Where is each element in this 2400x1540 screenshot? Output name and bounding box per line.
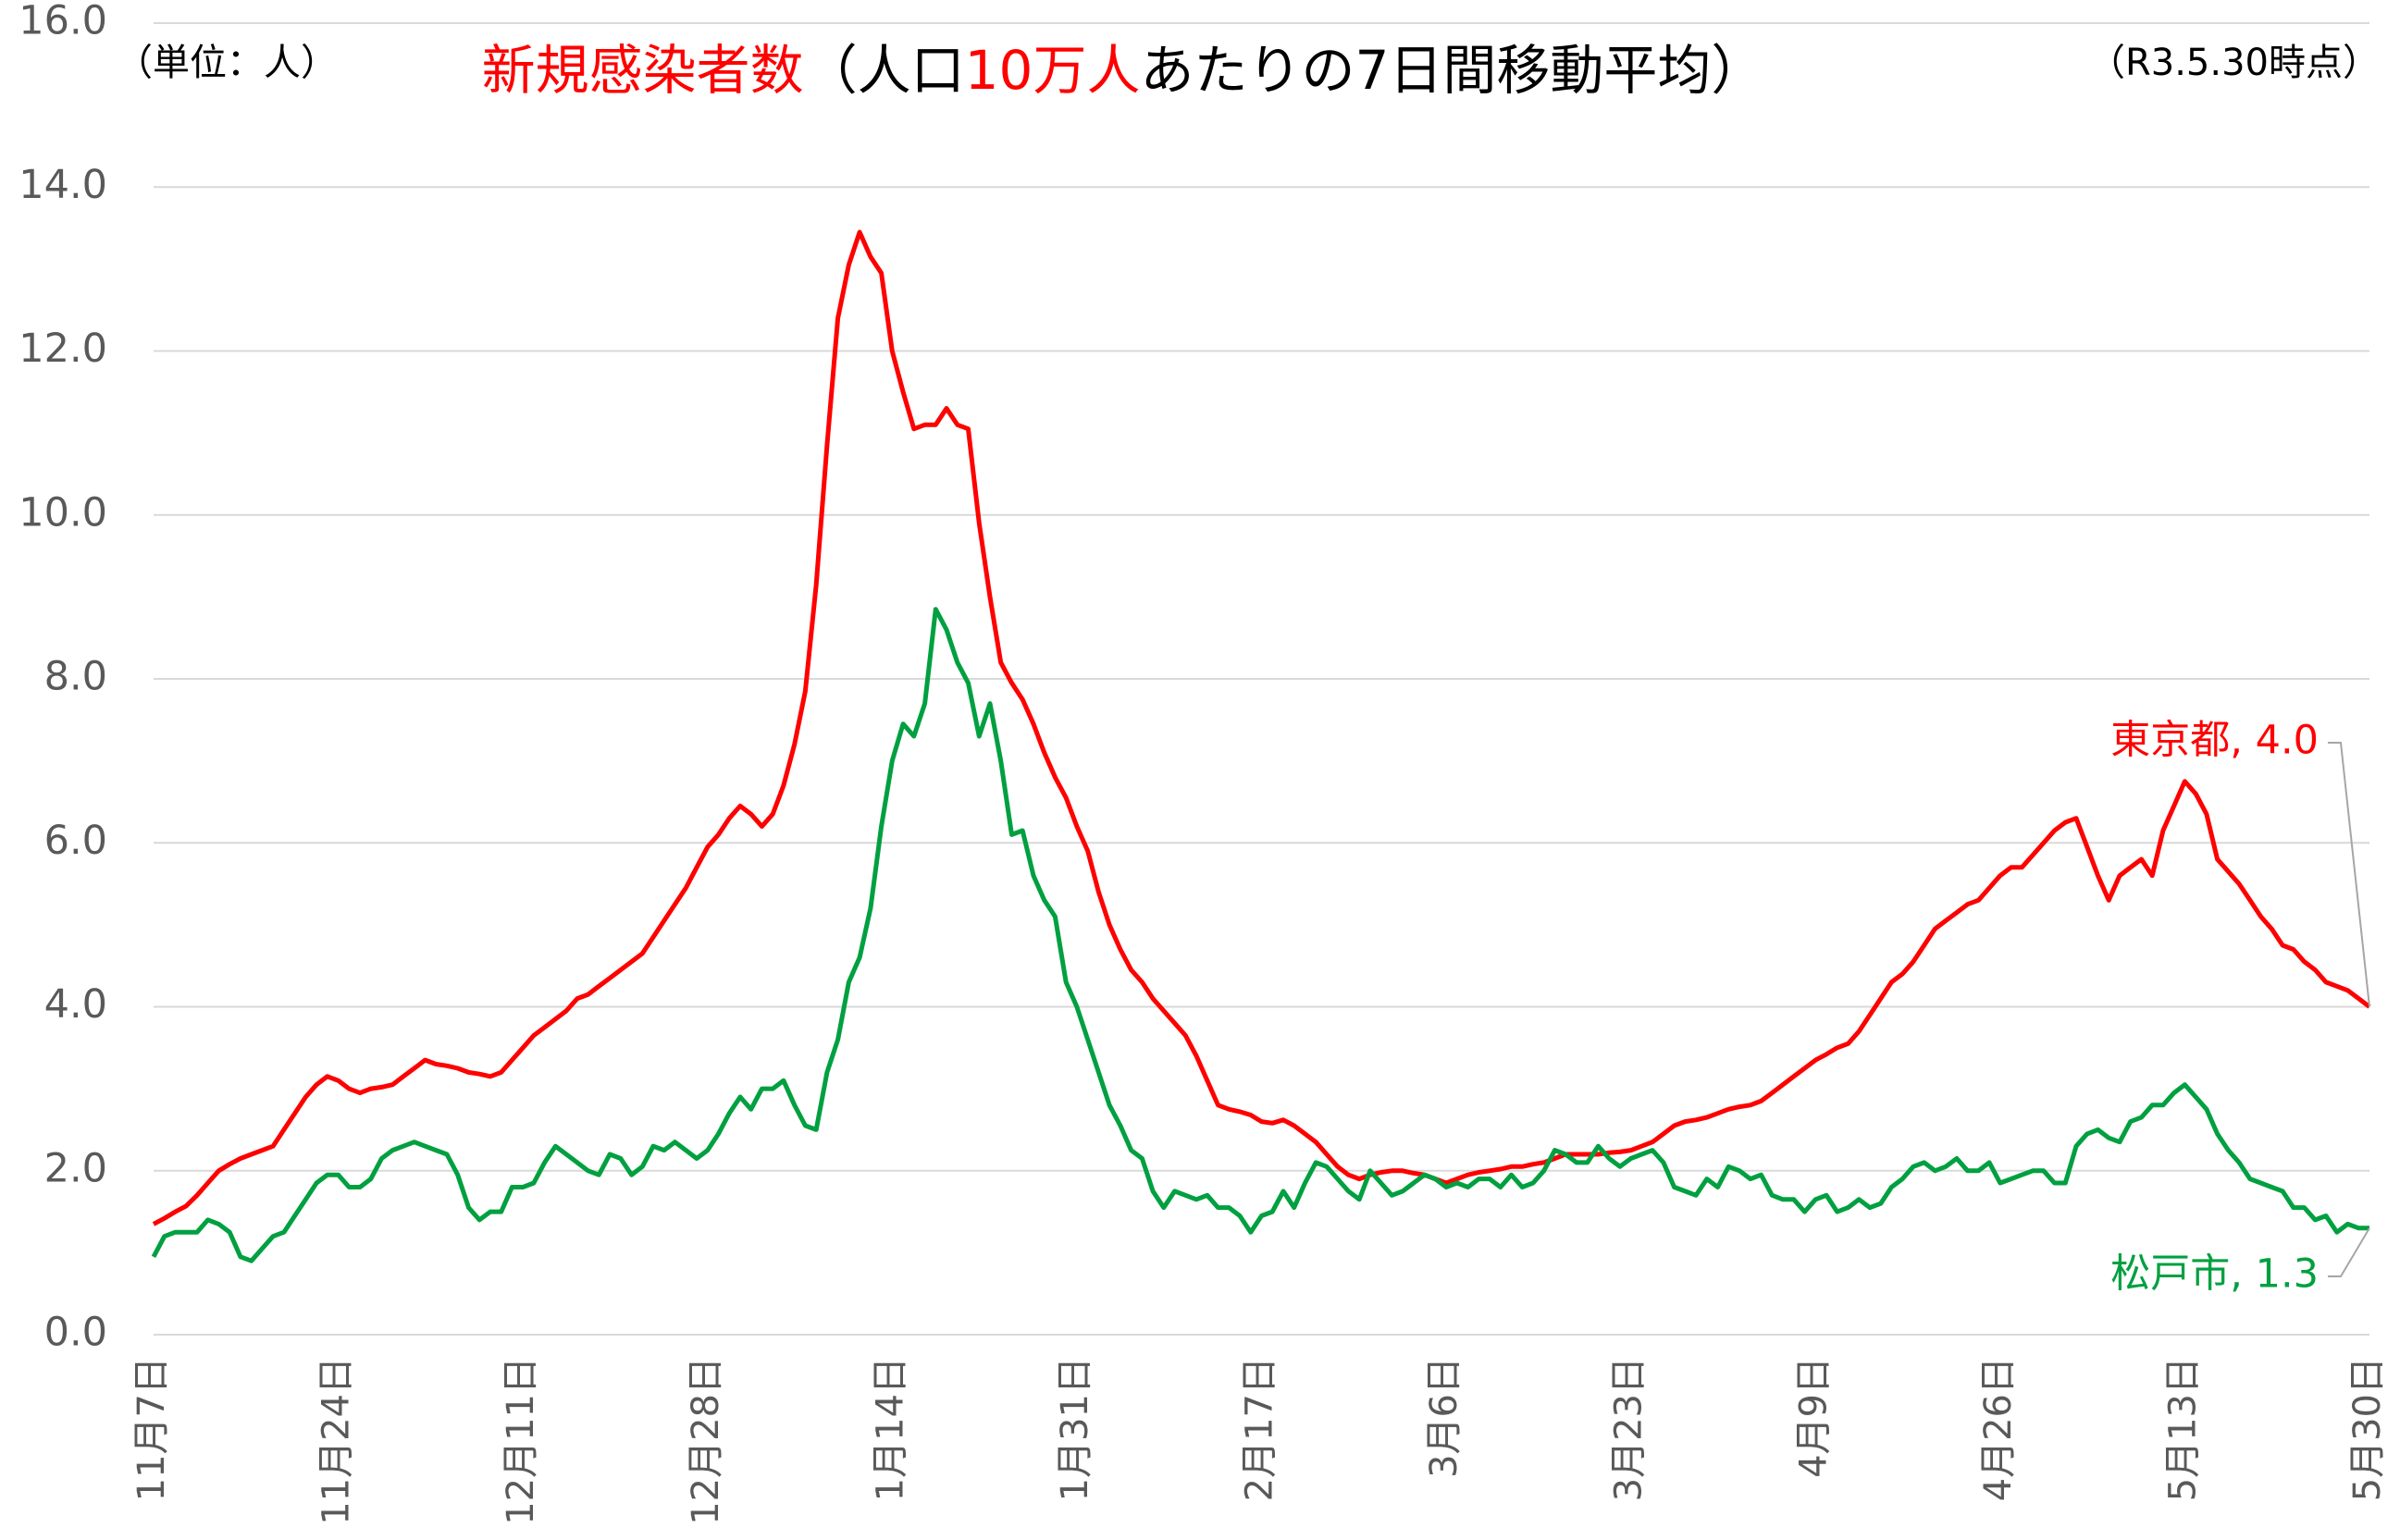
x-tick-label: 3月6日: [1423, 1357, 1466, 1478]
end-label: 東京都, 4.0: [2110, 718, 2319, 764]
y-tick-label: 4.0: [44, 981, 107, 1028]
x-tick-label: 4月9日: [1792, 1357, 1835, 1478]
y-tick-label: 14.0: [19, 162, 107, 208]
series-line: [152, 229, 2371, 1226]
x-tick-label: 2月17日: [1239, 1357, 1281, 1501]
title-segment: （人口: [804, 39, 965, 102]
leader-line: [2328, 742, 2370, 1007]
x-tick-label: 3月23日: [1608, 1357, 1651, 1501]
y-tick-label: 0.0: [44, 1310, 107, 1356]
y-tick-label: 8.0: [44, 654, 107, 700]
chart-title: 新規感染者数（人口10万人あたりの7日間移動平均）: [482, 39, 1765, 102]
x-tick-label: 1月14日: [869, 1357, 911, 1501]
leader-line: [2328, 1227, 2370, 1277]
title-segment: 10万人: [965, 39, 1141, 102]
y-tick-label: 12.0: [19, 326, 107, 372]
x-tick-label: 5月30日: [2346, 1357, 2389, 1501]
as-of-label: （R3.5.30時点）: [2088, 42, 2380, 84]
x-tick-label: 1月31日: [1054, 1357, 1096, 1501]
series-line: [151, 607, 2369, 1263]
x-tick-label: 4月26日: [1977, 1357, 2020, 1501]
y-tick-label: 10.0: [19, 489, 107, 536]
x-tick-label: 12月11日: [500, 1357, 542, 1525]
x-tick-label: 11月24日: [315, 1357, 358, 1525]
title-segment: 新規感染者数: [482, 39, 804, 102]
x-tick-label: 11月7日: [130, 1357, 173, 1501]
unit-label: （単位：人）: [116, 42, 338, 84]
x-tick-label: 5月13日: [2161, 1357, 2204, 1501]
x-tick-label: 12月28日: [685, 1357, 727, 1525]
title-segment: あたりの7日間移動平均）: [1140, 39, 1764, 102]
y-tick-label: 6.0: [44, 818, 107, 864]
y-tick-label: 16.0: [19, 0, 107, 44]
y-tick-label: 2.0: [44, 1145, 107, 1191]
end-label: 松戸市, 1.3: [2110, 1251, 2319, 1298]
